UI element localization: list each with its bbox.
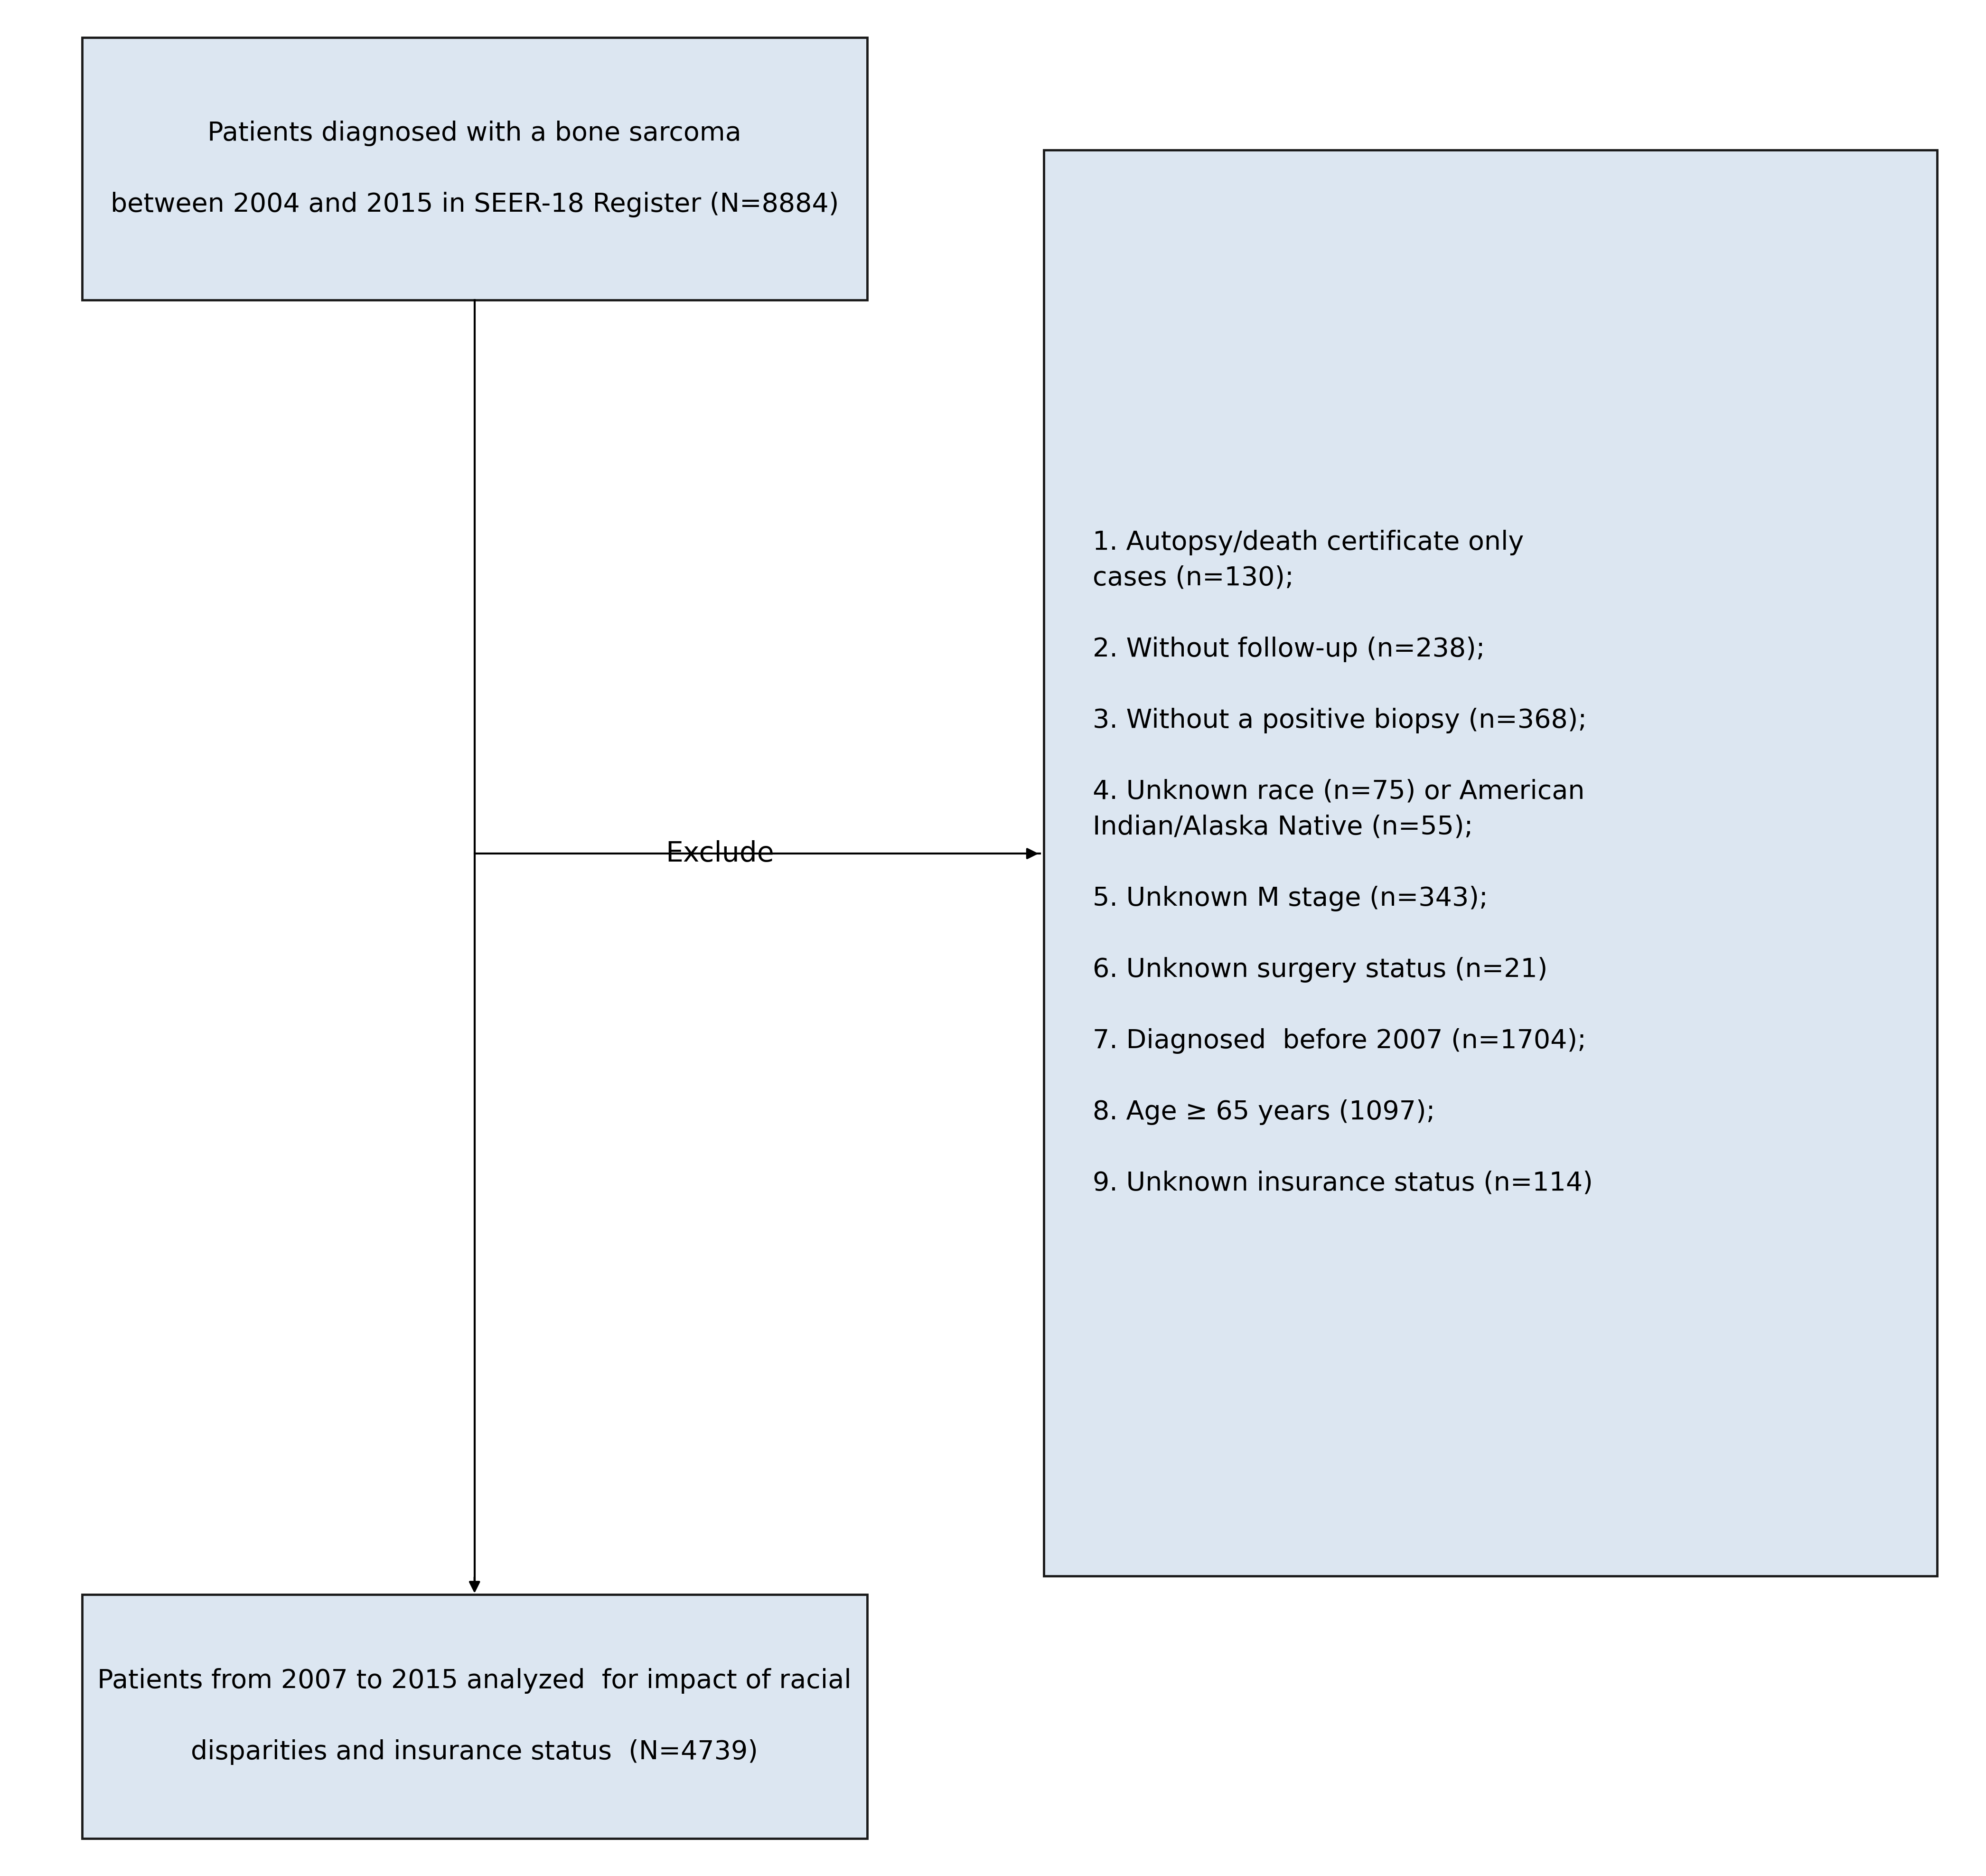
FancyBboxPatch shape [81, 38, 868, 300]
Text: Patients from 2007 to 2015 analyzed  for impact of racial

disparities and insur: Patients from 2007 to 2015 analyzed for … [97, 1668, 852, 1765]
FancyBboxPatch shape [1045, 150, 1936, 1576]
Text: Exclude: Exclude [665, 840, 775, 867]
FancyBboxPatch shape [81, 1595, 868, 1838]
Text: Patients diagnosed with a bone sarcoma

between 2004 and 2015 in SEER-18 Registe: Patients diagnosed with a bone sarcoma b… [111, 120, 838, 218]
Text: 1. Autopsy/death certificate only
cases (n=130);

2. Without follow-up (n=238);
: 1. Autopsy/death certificate only cases … [1092, 529, 1593, 1197]
